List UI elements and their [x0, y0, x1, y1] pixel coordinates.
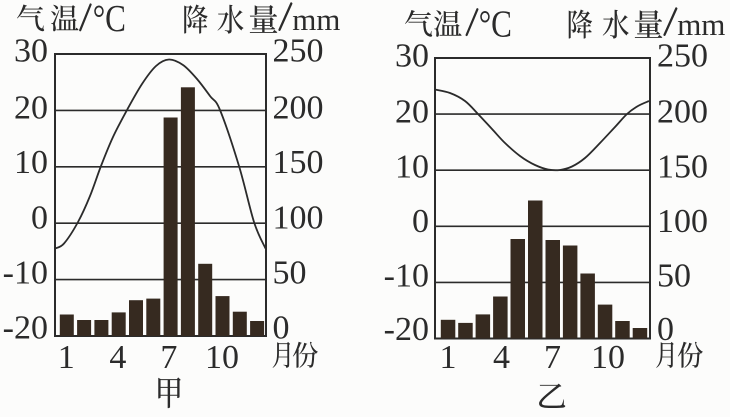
svg-text:150: 150: [273, 144, 324, 181]
svg-text:4: 4: [493, 339, 510, 376]
svg-text:100: 100: [273, 200, 324, 237]
svg-text:1: 1: [440, 339, 457, 376]
svg-text:10: 10: [205, 339, 239, 376]
svg-text:10: 10: [591, 339, 625, 376]
svg-text:0: 0: [273, 310, 290, 347]
svg-text:10: 10: [14, 144, 48, 181]
svg-text:10: 10: [395, 149, 429, 186]
svg-text:50: 50: [657, 258, 691, 295]
svg-text:-20: -20: [384, 311, 429, 348]
svg-text:50: 50: [273, 255, 307, 292]
svg-text:mm: mm: [292, 2, 340, 37]
svg-text:250: 250: [273, 32, 324, 69]
svg-text:150: 150: [657, 149, 708, 186]
svg-text:1: 1: [58, 339, 75, 376]
svg-text:0: 0: [412, 203, 429, 240]
svg-text:20: 20: [395, 94, 429, 131]
svg-text:7: 7: [544, 339, 561, 376]
svg-text:200: 200: [273, 90, 324, 127]
svg-text:0: 0: [657, 311, 674, 348]
svg-text:°C: °C: [479, 2, 512, 45]
svg-text:mm: mm: [677, 7, 725, 42]
svg-text:30: 30: [395, 38, 429, 75]
svg-text:7: 7: [160, 339, 177, 376]
svg-text:4: 4: [109, 339, 126, 376]
svg-text:-10: -10: [384, 258, 429, 295]
svg-text:°C: °C: [93, 0, 126, 40]
svg-text:-10: -10: [3, 255, 48, 292]
svg-text:30: 30: [14, 32, 48, 69]
svg-text:0: 0: [31, 200, 48, 237]
svg-text:100: 100: [657, 203, 708, 240]
svg-text:200: 200: [657, 94, 708, 131]
svg-text:250: 250: [657, 38, 708, 75]
svg-text:20: 20: [14, 90, 48, 127]
svg-text:-20: -20: [3, 310, 48, 347]
